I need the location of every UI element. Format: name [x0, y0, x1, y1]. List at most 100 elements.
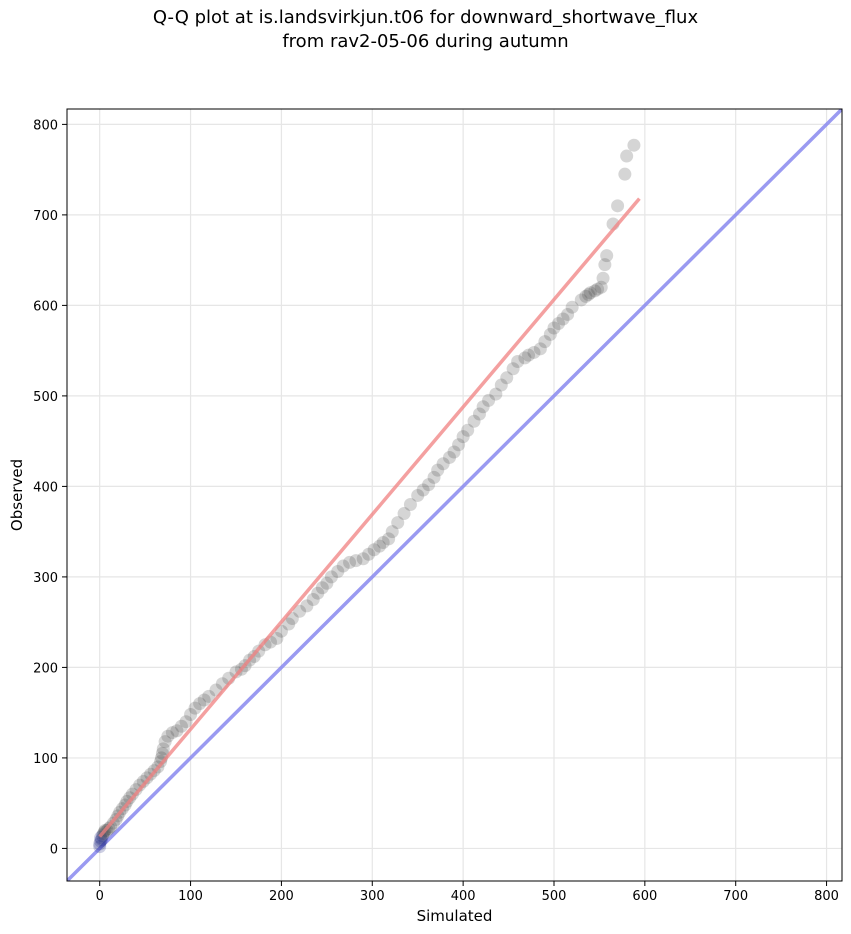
data-point	[594, 280, 608, 294]
y-tick-label: 500	[33, 390, 58, 405]
y-tick-label: 800	[33, 118, 58, 133]
data-point	[133, 778, 147, 792]
data-point	[202, 689, 216, 703]
data-point	[165, 726, 179, 740]
data-point	[436, 457, 450, 471]
data-point	[511, 355, 525, 369]
data-point	[229, 665, 243, 679]
data-point	[391, 516, 405, 530]
axes-layer	[66, 108, 843, 882]
x-tick-label: 500	[542, 889, 567, 904]
data-point	[527, 345, 541, 359]
data-point	[627, 138, 641, 152]
data-point	[270, 631, 284, 645]
data-point	[282, 617, 296, 631]
data-point	[324, 570, 338, 584]
data-point	[161, 729, 175, 743]
ticks-layer: 0 100 200 300 400 500 600 700 800 0 100 200 300 400 50…	[33, 118, 839, 904]
data-point	[427, 470, 441, 484]
data-point	[482, 393, 496, 407]
data-point	[331, 564, 345, 578]
data-point	[158, 735, 172, 749]
data-point	[561, 307, 575, 321]
data-point	[373, 539, 387, 553]
data-point	[489, 387, 503, 401]
chart-title: Q-Q plot at is.landsvirkjun.t06 for down…	[152, 7, 699, 28]
data-point	[184, 707, 198, 721]
data-point	[533, 342, 547, 356]
data-point	[174, 719, 188, 733]
data-point	[179, 715, 193, 729]
data-point	[579, 289, 593, 303]
data-point	[456, 430, 470, 444]
data-point	[582, 288, 596, 302]
y-tick-label: 100	[33, 752, 58, 767]
data-point	[543, 327, 557, 341]
data-point	[123, 791, 137, 805]
data-point	[356, 552, 370, 566]
x-tick-label: 700	[723, 889, 748, 904]
y-tick-label: 300	[33, 571, 58, 586]
data-point	[422, 478, 436, 492]
data-point	[500, 371, 514, 385]
y-axis-label: Observed	[8, 459, 26, 531]
data-point	[94, 834, 108, 848]
x-tick-label: 800	[814, 889, 839, 904]
data-point	[403, 498, 417, 512]
data-point	[611, 199, 625, 213]
x-tick-label: 200	[269, 889, 294, 904]
data-point	[556, 312, 570, 326]
data-point	[443, 450, 457, 464]
data-point	[552, 316, 566, 330]
x-tick-label: 300	[360, 889, 385, 904]
data-point	[136, 774, 150, 788]
data-point	[382, 532, 396, 546]
data-point	[591, 282, 605, 296]
axes-frame	[66, 108, 843, 882]
data-point	[522, 348, 536, 362]
data-point	[188, 701, 202, 715]
y-tick-label: 200	[33, 661, 58, 676]
x-tick-label: 100	[178, 889, 203, 904]
data-point	[461, 423, 475, 437]
data-point	[193, 697, 207, 711]
data-point	[467, 414, 481, 428]
data-point	[320, 576, 334, 590]
data-point	[574, 293, 588, 307]
x-tick-label: 400	[451, 889, 476, 904]
data-point	[618, 167, 632, 181]
fit-line	[98, 197, 641, 838]
data-point	[258, 638, 272, 652]
data-point	[506, 362, 520, 376]
data-point	[306, 593, 320, 607]
data-point	[452, 438, 466, 452]
data-point	[411, 488, 425, 502]
data-point	[293, 604, 307, 618]
data-point	[565, 300, 579, 314]
data-point	[156, 742, 170, 756]
data-point	[95, 832, 109, 846]
data-point	[583, 286, 597, 300]
data-point	[349, 554, 363, 568]
identity-line	[67, 109, 842, 881]
data-point	[336, 559, 350, 573]
data-point	[538, 335, 552, 349]
y-tick-label: 0	[50, 842, 58, 857]
y-tick-label: 400	[33, 480, 58, 495]
data-point	[300, 599, 314, 613]
data-point	[170, 724, 184, 738]
data-point	[311, 586, 325, 600]
data-point	[600, 249, 614, 263]
data-point	[129, 783, 143, 797]
data-point	[362, 547, 376, 561]
y-tick-label: 700	[33, 209, 58, 224]
data-point	[367, 543, 381, 557]
x-tick-label: 600	[632, 889, 657, 904]
chart-subtitle: from rav2-05-06 during autumn	[282, 31, 569, 52]
fit-line-layer	[98, 197, 641, 838]
data-point	[385, 525, 399, 539]
data-point	[596, 271, 610, 285]
data-point	[431, 463, 445, 477]
data-point	[315, 581, 329, 595]
data-point	[518, 351, 532, 365]
